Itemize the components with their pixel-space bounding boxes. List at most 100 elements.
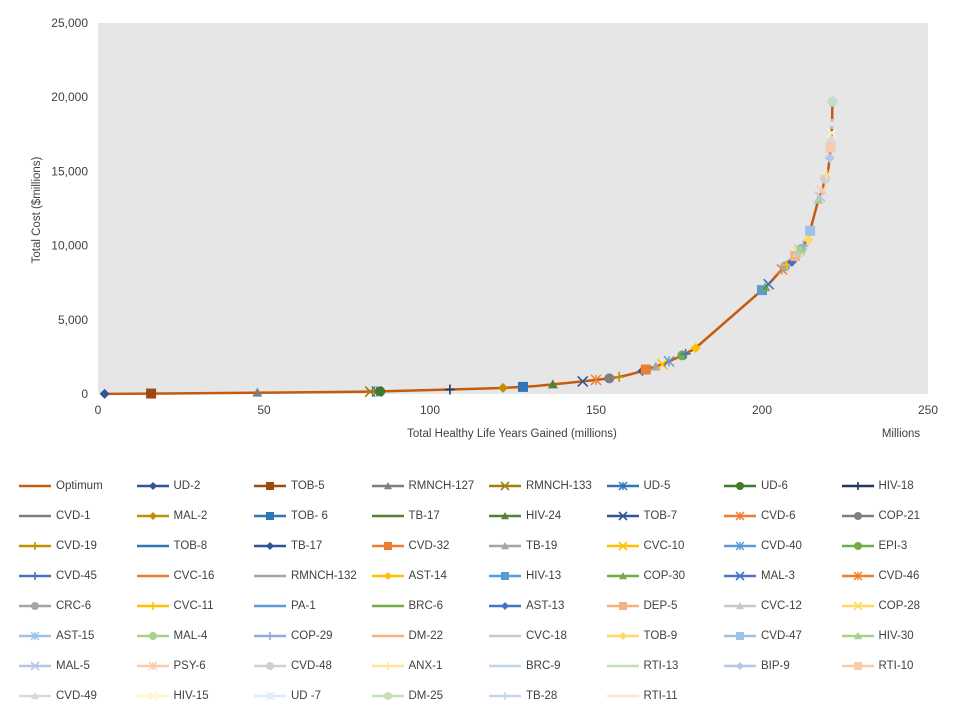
point-ud-7-58	[826, 118, 838, 130]
point-rti-10-55	[825, 142, 836, 153]
legend-marker	[735, 541, 745, 551]
legend-swatch	[136, 691, 169, 701]
legend-swatch	[724, 511, 756, 521]
x-axis-title: Total Healthy Life Years Gained (million…	[407, 428, 617, 440]
legend-swatch	[371, 572, 404, 580]
legend-label: MAL-5	[56, 660, 90, 672]
legend-swatch	[489, 692, 521, 700]
legend-label: COP-21	[878, 510, 921, 522]
legend-swatch	[489, 664, 521, 668]
legend-swatch	[136, 482, 169, 490]
legend-item-tb-28-60: TB-28	[488, 686, 557, 706]
legend-label: RTI-11	[643, 690, 678, 702]
legend-item-cvd-46-31: CVD-46	[841, 566, 919, 586]
legend-item-mal-5-48: MAL-5	[18, 656, 90, 676]
legend-label: BIP-9	[761, 660, 790, 672]
legend-swatch	[136, 544, 169, 548]
legend-marker	[735, 571, 745, 581]
legend-label: MAL-4	[173, 630, 208, 642]
legend-label: CVC-12	[761, 600, 802, 612]
legend-swatch	[371, 604, 404, 608]
chart: 0 5,000 10,000 15,000 20,000 25,000 0 50 100 150 2…	[31, 16, 938, 440]
legend-swatch	[724, 602, 756, 610]
legend-label: TOB-5	[291, 480, 325, 492]
legend-label: PSY-6	[173, 660, 206, 672]
legend-label: RMNCH-132	[291, 570, 357, 582]
legend-swatch	[841, 601, 874, 611]
legend-label: AST-14	[408, 570, 447, 582]
legend-swatch	[19, 692, 51, 700]
legend-marker	[147, 691, 158, 701]
legend-item-brc-6-35: BRC-6	[371, 596, 443, 616]
legend-marker	[31, 542, 39, 550]
point-hiv-18-7	[444, 384, 455, 395]
point-tob-6-10	[517, 381, 528, 392]
legend-marker	[736, 602, 744, 610]
legend-item-bip-9-54: BIP-9	[723, 656, 790, 676]
x-tick-label: 100	[420, 403, 440, 417]
legend-label: MAL-3	[761, 570, 795, 582]
legend-marker	[30, 661, 40, 671]
legend-label: RMNCH-127	[408, 480, 475, 492]
legend-marker	[618, 602, 627, 610]
legend-marker	[853, 632, 862, 640]
legend-item-hiv-13-28: HIV-13	[488, 566, 561, 586]
y-tick-label: 10,000	[51, 239, 88, 253]
point-cvd-48-50	[820, 173, 831, 184]
legend-label: RTI-13	[643, 660, 679, 672]
legend-marker	[617, 511, 628, 521]
legend-marker	[853, 662, 862, 670]
legend-item-ud-7-58: UD -7	[253, 686, 321, 706]
legend-label: HIV-15	[173, 690, 209, 702]
legend-marker	[148, 661, 157, 671]
legend-label: Optimum	[56, 480, 103, 492]
legend-swatch	[724, 662, 756, 670]
legend-item-cvd-1-8: CVD-1	[18, 506, 91, 526]
legend-swatch	[841, 542, 874, 550]
legend-label: UD-2	[173, 480, 201, 492]
legend-marker	[618, 481, 627, 491]
legend-item-psy-6-49: PSY-6	[136, 656, 206, 676]
legend-label: AST-13	[526, 600, 565, 612]
legend-label: AST-15	[56, 630, 95, 642]
legend-label: CVD-47	[761, 630, 802, 642]
legend-marker	[618, 572, 627, 580]
legend-swatch	[19, 631, 51, 641]
legend-swatch	[19, 602, 51, 610]
legend-swatch	[489, 542, 521, 550]
legend-label: CRC-6	[56, 600, 92, 612]
legend-item-mal-4-41: MAL-4	[136, 626, 208, 646]
legend-item-cvd-47-46: CVD-47	[723, 626, 802, 646]
legend-label: CVD-48	[291, 660, 332, 672]
legend-swatch	[606, 511, 639, 521]
legend-swatch	[19, 514, 51, 518]
legend-item-tob-5-2: TOB-5	[253, 476, 325, 496]
legend-marker	[501, 602, 509, 610]
legend-label: TB-19	[526, 540, 558, 552]
legend-item-rmnch-132-26: RMNCH-132	[253, 566, 357, 586]
y-tick-label: 15,000	[51, 164, 88, 178]
legend-marker	[383, 692, 392, 700]
legend-label: DEP-5	[643, 600, 678, 612]
point-rmnch-127-3	[252, 387, 263, 397]
legend-item-cvc-10-21: CVC-10	[606, 536, 684, 556]
legend-label: UD-5	[643, 480, 671, 492]
legend-label: CVD-1	[56, 510, 91, 522]
legend-item-rti-11-61: RTI-11	[606, 686, 678, 706]
legend-item-rmnch-127-3: RMNCH-127	[371, 476, 475, 496]
legend-swatch	[606, 572, 639, 580]
legend-swatch	[489, 602, 521, 610]
legend-swatch	[606, 541, 639, 551]
legend-item-tob-9-45: TOB-9	[606, 626, 677, 646]
legend-swatch	[136, 602, 169, 610]
legend-label: DM-22	[408, 630, 444, 642]
legend-marker	[266, 512, 274, 520]
legend-marker	[853, 512, 862, 520]
legend-swatch	[19, 484, 51, 488]
legend-marker	[500, 481, 510, 491]
x-tick-label: 50	[257, 403, 271, 417]
legend-swatch	[19, 661, 51, 671]
x-tick-label: 150	[586, 403, 606, 417]
legend-marker	[266, 482, 274, 490]
legend-item-crc-6-32: CRC-6	[18, 596, 91, 616]
